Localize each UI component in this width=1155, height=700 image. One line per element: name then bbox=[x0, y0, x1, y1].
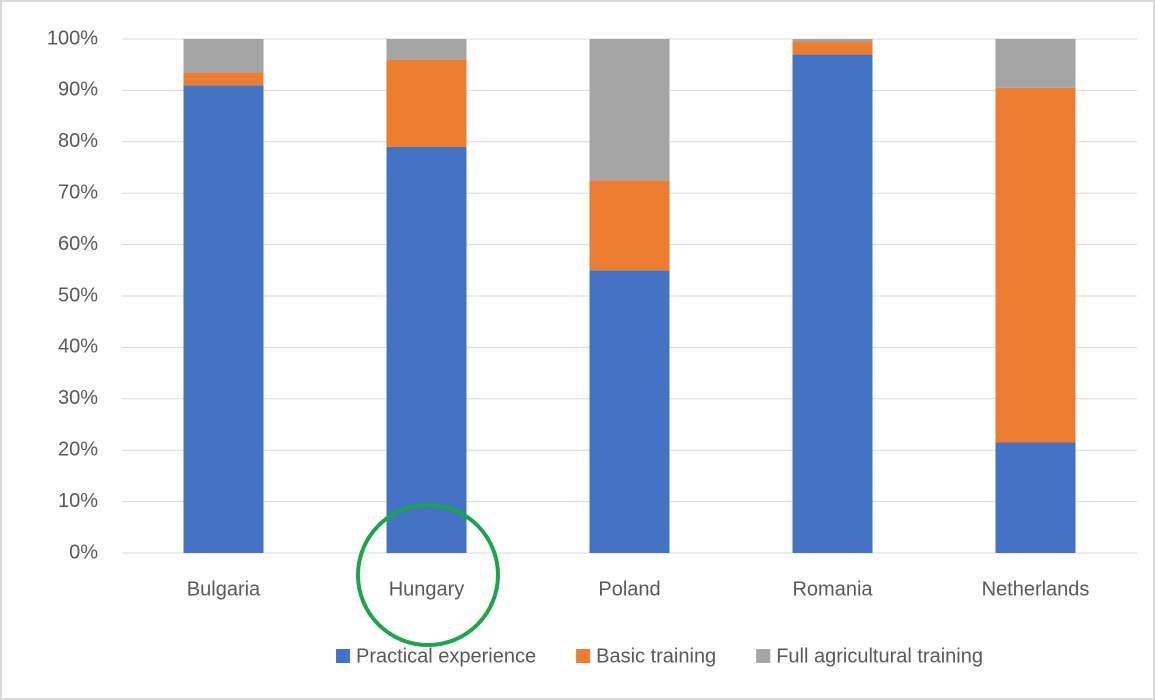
legend-label: Practical experience bbox=[356, 645, 536, 667]
x-tick-label: Poland bbox=[598, 578, 660, 600]
y-tick-label: 60% bbox=[58, 233, 98, 255]
bar-segment bbox=[183, 72, 264, 86]
bar-segment bbox=[386, 146, 467, 553]
x-tick-label: Bulgaria bbox=[187, 578, 261, 600]
legend-label: Basic training bbox=[596, 645, 716, 667]
y-tick-label: 0% bbox=[69, 541, 98, 563]
bar-segment bbox=[589, 39, 670, 181]
bar-segment bbox=[183, 85, 264, 553]
x-tick-label: Hungary bbox=[389, 578, 465, 600]
bar-segment bbox=[183, 39, 264, 73]
x-tick-label: Netherlands bbox=[982, 578, 1090, 600]
legend-swatch bbox=[756, 649, 771, 663]
highlight-circle bbox=[356, 503, 500, 647]
legend-swatch bbox=[576, 649, 591, 663]
x-tick-label: Romania bbox=[792, 578, 873, 600]
y-tick-label: 80% bbox=[58, 130, 98, 152]
y-tick-label: 90% bbox=[58, 79, 98, 101]
bar-segment bbox=[995, 87, 1076, 443]
legend-swatch bbox=[336, 649, 351, 663]
bar-segment bbox=[792, 39, 873, 42]
bar-segment bbox=[386, 39, 467, 60]
y-tick-label: 40% bbox=[58, 336, 98, 358]
y-tick-label: 50% bbox=[58, 284, 98, 306]
bar-segment bbox=[386, 59, 467, 147]
bar-segment bbox=[995, 442, 1076, 553]
legend-label: Full agricultural training bbox=[776, 645, 983, 667]
plot-area: 0% 10% 20% 30% 40% 50% 60% 70% 80% 90% 100% Bulgari… bbox=[47, 27, 1137, 667]
y-tick-label: 70% bbox=[58, 181, 98, 203]
y-tick-label: 100% bbox=[47, 27, 98, 49]
bar-segment bbox=[589, 270, 670, 553]
bar-segment bbox=[792, 41, 873, 55]
bar-segment bbox=[589, 180, 670, 271]
y-tick-label: 30% bbox=[58, 387, 98, 409]
y-tick-label: 20% bbox=[58, 438, 98, 460]
bar-segment bbox=[792, 54, 873, 554]
bar-segment bbox=[995, 39, 1076, 88]
y-tick-label: 10% bbox=[58, 490, 98, 512]
